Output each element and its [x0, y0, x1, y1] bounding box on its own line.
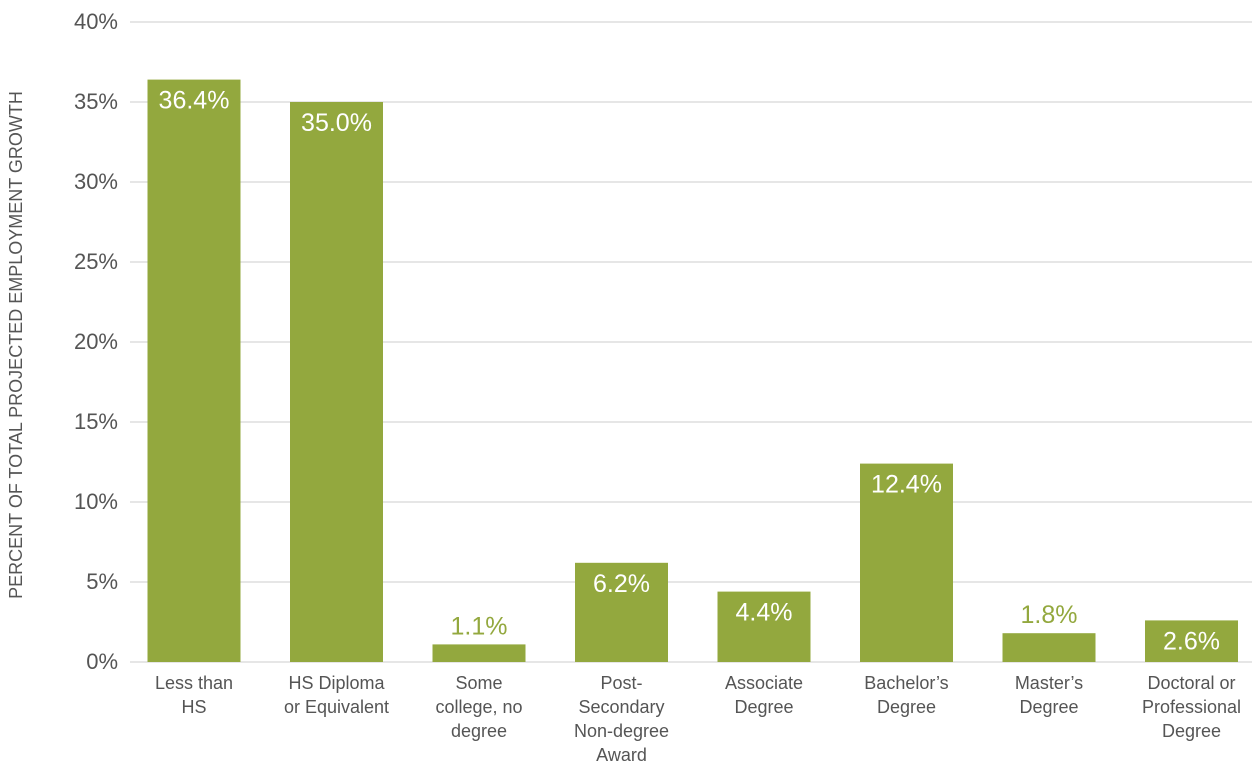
- x-tick-label-line: Award: [596, 745, 647, 765]
- bars: [147, 79, 1238, 663]
- x-tick-label-line: Bachelor’s: [864, 673, 948, 693]
- y-tick-label-7: 35%: [74, 89, 118, 114]
- x-tick-label-line: Non-degree: [574, 721, 669, 741]
- value-label-1: 35.0%: [301, 109, 372, 137]
- value-label-6: 1.8%: [1021, 601, 1078, 629]
- bar-6: [1002, 633, 1096, 662]
- x-tick-label-line: Secondary: [578, 697, 664, 717]
- x-tick-label-4: Associate Degree: [725, 673, 803, 717]
- x-tick-label-line: Post-: [600, 673, 642, 693]
- x-tick-label-line: or Equivalent: [284, 697, 389, 717]
- x-tick-label-line: college, no: [435, 697, 522, 717]
- x-tick-label-line: degree: [451, 721, 507, 741]
- value-label-5: 12.4%: [871, 471, 942, 499]
- y-tick-label-6: 30%: [74, 169, 118, 194]
- y-axis-title: PERCENT OF TOTAL PROJECTED EMPLOYMENT GR…: [6, 91, 26, 599]
- bar-0: [147, 79, 241, 663]
- bar-2: [432, 644, 526, 662]
- y-tick-label-8: 40%: [74, 9, 118, 34]
- x-tick-label-line: HS: [181, 697, 206, 717]
- x-tick-label-3: Post- Secondary Non-degree Award: [574, 673, 669, 765]
- x-tick-label-line: Master’s: [1015, 673, 1083, 693]
- x-axis-ticks: Less than HS HS Diploma or Equivalent Some co…: [155, 673, 1241, 765]
- x-tick-label-line: Degree: [1162, 721, 1221, 741]
- x-tick-label-7: Doctoral or Professional Degree: [1142, 673, 1241, 741]
- x-tick-label-6: Master’s Degree: [1015, 673, 1083, 717]
- y-tick-label-4: 20%: [74, 329, 118, 354]
- bar-5: [860, 463, 953, 662]
- bar-1: [290, 102, 383, 662]
- y-tick-label-2: 10%: [74, 489, 118, 514]
- x-tick-label-line: Doctoral or: [1147, 673, 1235, 693]
- y-tick-label-0: 0%: [86, 649, 118, 674]
- x-tick-label-2: Some college, no degree: [435, 673, 522, 741]
- bar-7: [1145, 620, 1238, 662]
- x-tick-label-line: Degree: [877, 697, 936, 717]
- bar-4: [717, 591, 811, 662]
- x-tick-label-line: Professional: [1142, 697, 1241, 717]
- y-tick-label-3: 15%: [74, 409, 118, 434]
- value-label-4: 4.4%: [736, 599, 793, 627]
- x-tick-label-line: Degree: [1019, 697, 1078, 717]
- x-tick-label-line: HS Diploma: [288, 673, 385, 693]
- value-label-3: 6.2%: [593, 570, 650, 598]
- x-tick-label-5: Bachelor’s Degree: [864, 673, 948, 717]
- x-tick-label-line: Some: [455, 673, 502, 693]
- data-labels: 36.4% 35.0% 1.1% 6.2% 4.4% 12.4% 1.8% 2.6%: [159, 87, 1220, 656]
- bar-3: [575, 562, 668, 662]
- value-label-2: 1.1%: [451, 612, 508, 640]
- value-label-7: 2.6%: [1163, 627, 1220, 655]
- x-tick-label-0: Less than HS: [155, 673, 233, 717]
- x-tick-label-line: Less than: [155, 673, 233, 693]
- x-tick-label-line: Associate: [725, 673, 803, 693]
- x-tick-label-1: HS Diploma or Equivalent: [284, 673, 389, 717]
- value-label-0: 36.4%: [159, 87, 230, 115]
- x-tick-label-line: Degree: [734, 697, 793, 717]
- y-axis-ticks: 0% 5% 10% 15% 20% 25% 30% 35% 40%: [74, 9, 118, 674]
- y-tick-label-1: 5%: [86, 569, 118, 594]
- y-tick-label-5: 25%: [74, 249, 118, 274]
